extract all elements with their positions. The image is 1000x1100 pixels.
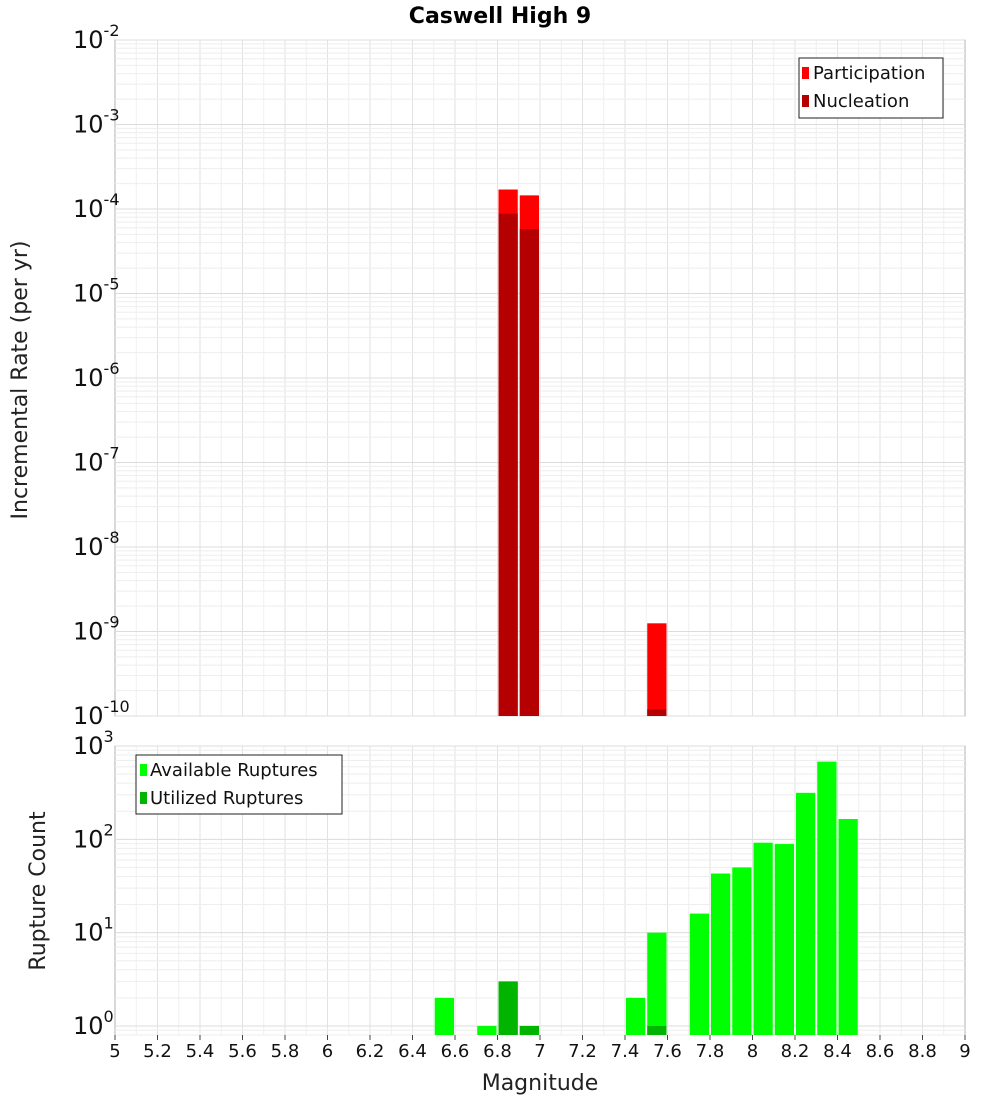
x-tick-label: 6.4 <box>398 1041 427 1062</box>
available-legend-label: Available Ruptures <box>150 760 318 781</box>
count-legend-box <box>135 754 343 815</box>
count-bar-available-ruptures <box>689 913 709 1035</box>
rate-y-axis-label: Incremental Rate (per yr) <box>8 241 33 520</box>
count-y-tick-label: 103 <box>73 727 114 760</box>
rate-y-tick-label: 10-7 <box>73 444 120 477</box>
rate-gridlines <box>115 39 965 717</box>
rate-bars <box>498 189 667 717</box>
count-panel: 100 101 102 103 5 5.2 5.4 5.6 5.8 6 6.2 6.4 6.6 6.8 7… <box>26 727 971 1096</box>
rate-panel: 10-10 10-9 10-8 10-7 10-6 10-5 10-4 10-3 10-2 In… <box>8 21 966 730</box>
x-tick-label: 8.8 <box>908 1041 937 1062</box>
rate-y-tick-label: 10-2 <box>73 21 120 54</box>
count-bar-available-ruptures <box>647 932 667 1035</box>
count-legend: Available Ruptures Utilized Ruptures <box>135 754 343 815</box>
rate-y-tick-label: 10-5 <box>73 275 120 308</box>
count-bar-utilized-ruptures <box>647 1025 667 1035</box>
x-tick-label: 6 <box>322 1041 333 1062</box>
rate-y-tick-label: 10-6 <box>73 359 120 392</box>
count-y-tick-label: 100 <box>73 1007 114 1040</box>
count-bar-available-ruptures <box>711 873 731 1035</box>
x-tick-label: 8.4 <box>823 1041 852 1062</box>
rate-bar-nucleation <box>498 213 518 716</box>
count-bar-available-ruptures <box>753 842 773 1035</box>
rate-bar-nucleation <box>647 709 667 716</box>
utilized-legend-swatch <box>140 792 147 804</box>
rate-y-tick-label: 10-3 <box>73 106 120 139</box>
x-tick-label: 6.2 <box>356 1041 385 1062</box>
count-y-tick-label: 102 <box>73 820 114 853</box>
x-tick-label: 5.6 <box>228 1041 257 1062</box>
participation-legend-swatch <box>802 67 809 79</box>
available-legend-swatch <box>140 764 147 776</box>
x-tick-label: 7 <box>534 1041 545 1062</box>
count-y-ticks: 100 101 102 103 <box>73 727 114 1040</box>
x-axis-label: Magnitude <box>482 1071 599 1096</box>
x-tick-label: 5.8 <box>271 1041 300 1062</box>
count-bar-available-ruptures <box>732 867 752 1035</box>
count-bar-utilized-ruptures <box>519 1025 539 1035</box>
count-x-ticks: 5 5.2 5.4 5.6 5.8 6 6.2 6.4 6.6 6.8 7 7.2 7.4 7.6 7.8 8… <box>109 1035 971 1062</box>
participation-legend-label: Participation <box>813 63 925 84</box>
x-tick-label: 6.6 <box>441 1041 470 1062</box>
x-tick-label: 6.8 <box>483 1041 512 1062</box>
utilized-legend-label: Utilized Ruptures <box>150 788 303 809</box>
count-bar-available-ruptures <box>838 819 858 1035</box>
x-tick-label: 5.2 <box>143 1041 172 1062</box>
count-bar-available-ruptures <box>774 844 794 1035</box>
x-tick-label: 8.2 <box>781 1041 810 1062</box>
x-tick-label: 8 <box>747 1041 758 1062</box>
chart-title: Caswell High 9 <box>409 4 591 29</box>
x-tick-label: 5.4 <box>186 1041 215 1062</box>
count-y-tick-label: 101 <box>73 914 114 947</box>
rate-y-tick-label: 10-9 <box>73 613 120 646</box>
count-bar-available-ruptures <box>626 997 646 1035</box>
x-tick-label: 7.8 <box>696 1041 725 1062</box>
x-tick-label: 9 <box>959 1041 970 1062</box>
nucleation-legend-swatch <box>802 95 809 107</box>
count-bars <box>434 761 858 1035</box>
rate-bar-participation <box>647 623 667 716</box>
x-tick-label: 7.4 <box>611 1041 640 1062</box>
count-bar-utilized-ruptures <box>498 981 518 1035</box>
rate-y-tick-label: 10-4 <box>73 190 120 223</box>
rate-bar-nucleation <box>519 228 539 716</box>
x-tick-label: 8.6 <box>866 1041 895 1062</box>
count-bar-available-ruptures <box>817 761 837 1035</box>
x-tick-label: 5 <box>109 1041 120 1062</box>
rate-y-ticks: 10-10 10-9 10-8 10-7 10-6 10-5 10-4 10-3 10-2 <box>73 21 130 730</box>
x-tick-label: 7.6 <box>653 1041 682 1062</box>
rate-legend-box <box>798 57 944 119</box>
count-bar-available-ruptures <box>796 792 816 1035</box>
nucleation-legend-label: Nucleation <box>813 91 909 112</box>
rate-legend: Participation Nucleation <box>798 57 944 119</box>
rate-y-tick-label: 10-8 <box>73 528 120 561</box>
count-bar-available-ruptures <box>477 1025 497 1035</box>
count-bar-available-ruptures <box>434 997 454 1035</box>
x-tick-label: 7.2 <box>568 1041 597 1062</box>
count-y-axis-label: Rupture Count <box>26 811 51 971</box>
rate-y-tick-label: 10-10 <box>73 697 130 730</box>
